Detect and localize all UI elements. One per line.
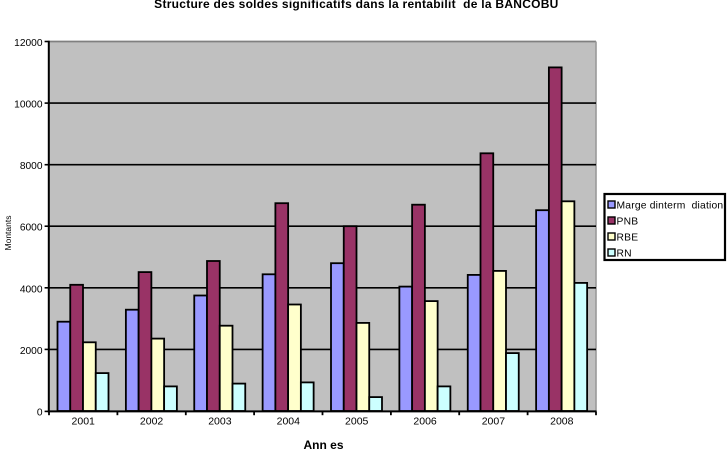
svg-text:8000: 8000 <box>20 161 43 172</box>
svg-text:6000: 6000 <box>20 223 43 234</box>
svg-text:2008: 2008 <box>550 416 574 428</box>
svg-text:Marge dinterm diation: Marge dinterm diation <box>617 200 724 211</box>
svg-text:2007: 2007 <box>482 416 506 428</box>
svg-text:10000: 10000 <box>14 100 43 111</box>
svg-text:RBE: RBE <box>617 232 639 243</box>
svg-text:2006: 2006 <box>413 416 437 428</box>
svg-text:Ann es: Ann es <box>303 438 343 452</box>
svg-text:Montants: Montants <box>3 216 13 251</box>
svg-text:RN: RN <box>617 248 632 259</box>
svg-text:2001: 2001 <box>72 416 96 428</box>
svg-text:2004: 2004 <box>277 416 301 428</box>
svg-text:2005: 2005 <box>345 416 369 428</box>
svg-text:2003: 2003 <box>208 416 232 428</box>
svg-text:2002: 2002 <box>140 416 164 428</box>
svg-text:2000: 2000 <box>20 346 43 357</box>
svg-text:PNB: PNB <box>617 216 639 227</box>
svg-text:12000: 12000 <box>14 38 43 49</box>
svg-text:Structure des soldes significa: Structure des soldes significatifs dans … <box>154 0 558 11</box>
svg-text:0: 0 <box>37 408 43 419</box>
svg-text:4000: 4000 <box>20 284 43 295</box>
